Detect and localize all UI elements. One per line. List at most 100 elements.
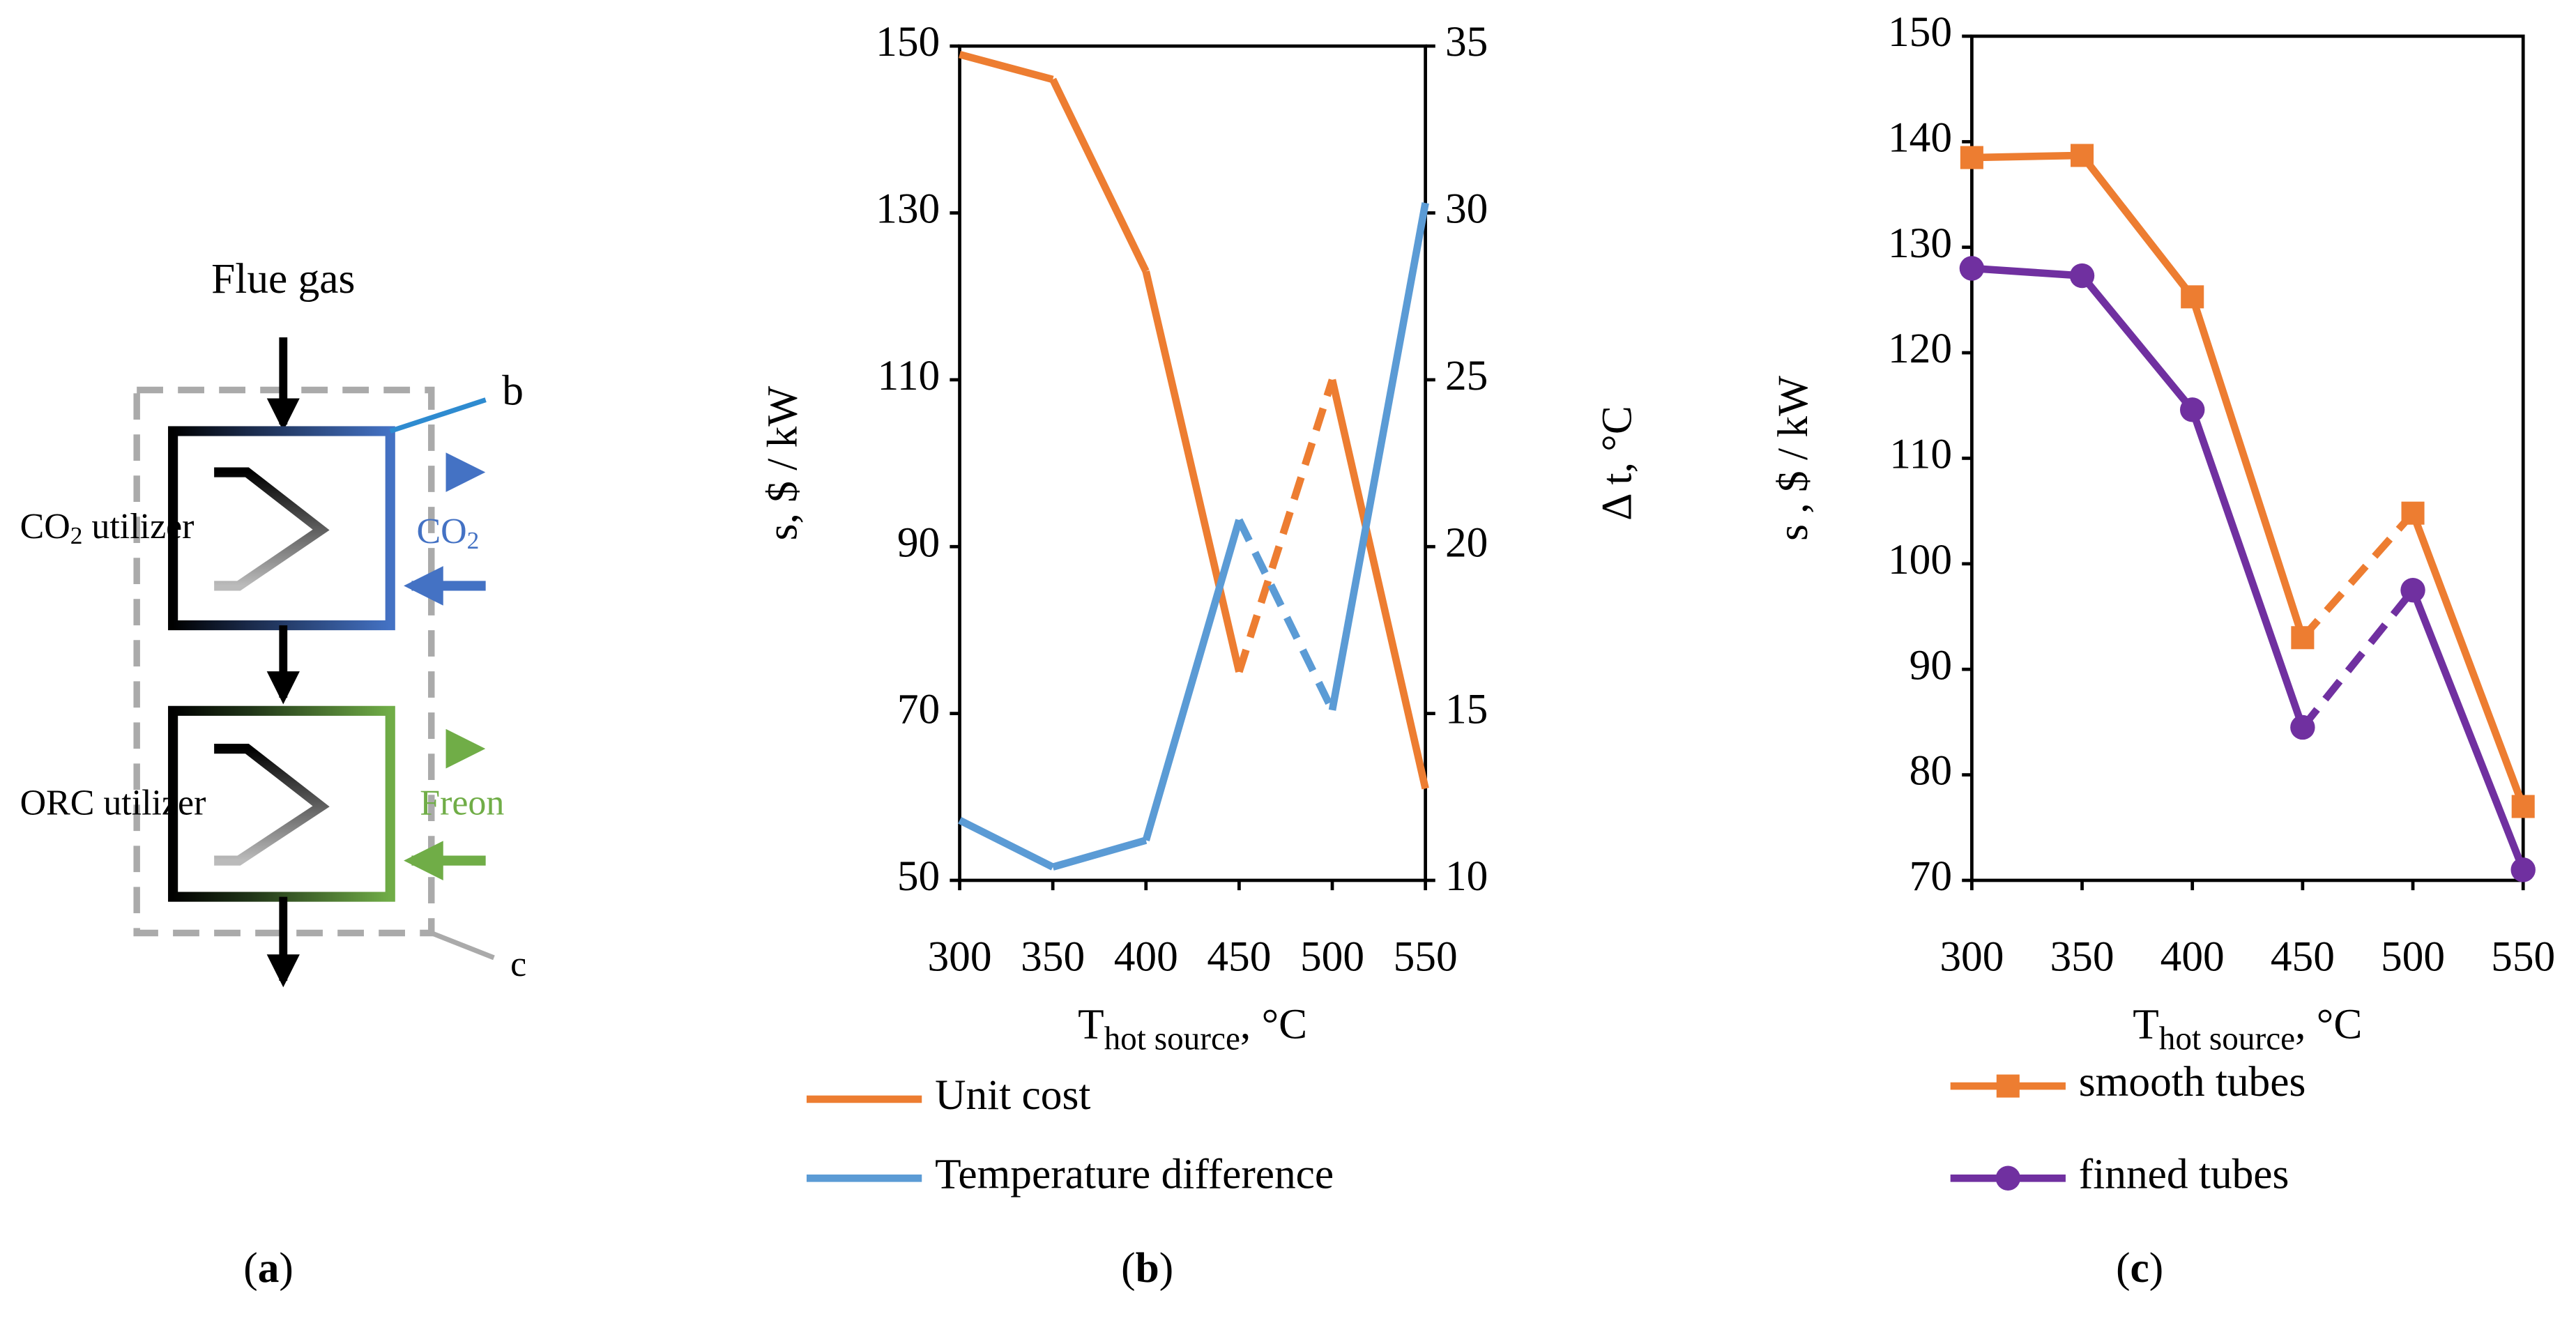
y-tick-label: 90 [1910,641,1952,689]
legend-label: smooth tubes [2079,1058,2306,1106]
text-part: CO [20,507,70,546]
y-tick-label: 140 [1888,114,1952,161]
y2-tick-label: 15 [1445,686,1488,733]
co2-utilizer-label: CO2 utilizer [20,507,195,549]
coil [214,744,330,866]
x-tick-label: 350 [2050,933,2114,981]
caption: (b) [1121,1244,1173,1292]
text-part: ( [2116,1244,2130,1292]
text-part: T [1078,1001,1104,1048]
marker [2511,795,2535,818]
y-tick-label: 90 [897,519,940,566]
freon-label: Freon [420,783,504,823]
caption: (a) [243,1244,294,1292]
text-part: ) [279,1244,293,1292]
line-segment [2188,408,2306,729]
subscript: 2 [467,526,480,554]
marker [2510,857,2536,882]
text-part: c [2131,1244,2149,1292]
caption: (c) [2116,1244,2163,1292]
line-segment [1049,77,1150,273]
line-segment [2299,510,2416,641]
y2-tick-label: 10 [1445,852,1488,900]
legend-label: finned tubes [2079,1150,2289,1198]
subscript: 2 [70,521,83,549]
line-segment [2409,512,2527,808]
x-axis-label: Thot source, °C [2133,1001,2362,1057]
y2-axis-label: Δ t, °C [1594,406,1641,521]
x-tick-label: 400 [1114,933,1178,981]
y-axis-label: s, $ / kW [759,386,807,541]
chart: 70 80 90 100 110 120 130 140 150 300 350 400 450 500 5… [1769,8,2555,1292]
line-segment [1142,270,1243,673]
y-tick-label: 50 [897,852,940,900]
x-tick-label: 550 [2491,933,2555,981]
text-part: ( [1121,1244,1135,1292]
line-segment [2079,273,2195,413]
line-segment [1235,518,1336,712]
x-tick-label: 550 [1394,933,1458,981]
line-segment [958,817,1055,871]
text-part: T [2133,1001,2158,1048]
subscript: hot source [2159,1020,2295,1057]
x-tick-label: 300 [1939,933,2004,981]
line-segment [959,50,1054,84]
marker [1995,1165,2021,1191]
line-segment [2079,153,2195,300]
marker [2069,263,2095,289]
line-segment [1142,519,1243,842]
marker [1996,1074,2020,1098]
text-part: , °C [1240,1001,1307,1048]
label-b: b [502,367,524,415]
diagram: Flue gas b c CO2 utilizer CO2 ORC utiliz… [20,255,527,1292]
leader-line [430,931,495,961]
marker [2181,285,2204,309]
marker [2401,501,2425,525]
marker [2179,397,2205,422]
marker [1960,146,1983,169]
x-tick-label: 350 [1021,933,1085,981]
legend-label: Temperature difference [935,1150,1334,1198]
marker [2291,626,2315,650]
x-tick-label: 300 [928,933,992,981]
y2-tick-label: 35 [1445,18,1488,66]
x-tick-label: 500 [1300,933,1364,981]
y-tick-label: 70 [897,686,940,733]
coil [214,467,330,591]
legend-label: Unit cost [935,1071,1090,1119]
y-tick-label: 100 [1888,536,1952,583]
text-part: utilizer [82,507,194,546]
marker [2071,144,2094,167]
y-tick-label: 80 [1910,747,1952,795]
line-segment [1972,151,2082,162]
line-segment [1051,836,1148,871]
flue-gas-label: Flue gas [211,255,355,303]
text-part: ) [2149,1244,2163,1292]
x-tick-label: 500 [2381,933,2445,981]
marker [2400,577,2425,603]
line-segment [1328,378,1429,790]
y-tick-label: 130 [1888,220,1952,267]
chart: 50 70 90 110 130 150 10 15 20 25 30 35 300 350 400 450 5… [759,18,1641,1292]
x-axis-label: Thot source, °C [1078,1001,1307,1057]
y2-tick-label: 20 [1445,519,1488,566]
marker [1959,256,1985,281]
y-tick-label: 110 [877,352,940,399]
x-tick-label: 450 [1207,933,1271,981]
marker [2290,714,2315,740]
text-part: , °C [2295,1001,2362,1048]
y2-tick-label: 25 [1445,352,1488,399]
x-tick-label: 400 [2160,933,2225,981]
line-segment [2299,588,2416,730]
y-axis-label: s , $ / kW [1769,376,1817,541]
text-part: b [1136,1244,1159,1292]
label-c: c [510,945,526,984]
y-tick-label: 130 [876,185,940,233]
text-part: CO [417,512,467,551]
text-part: ) [1159,1244,1173,1292]
co2-box [168,426,395,631]
leader-line [389,397,487,434]
y2-tick-label: 30 [1445,185,1488,233]
